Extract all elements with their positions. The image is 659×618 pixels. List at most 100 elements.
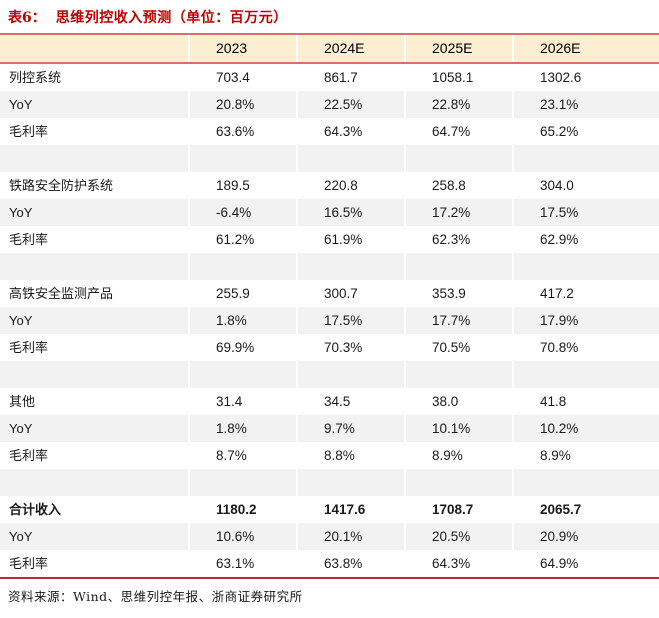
row-value: 34.5 xyxy=(296,388,404,415)
row-value: 1.8% xyxy=(188,307,296,334)
table-row: YoY 1.8% 9.7% 10.1% 10.2% xyxy=(0,415,659,442)
row-value xyxy=(512,361,659,388)
row-value xyxy=(188,145,296,172)
header-year-2024e: 2024E xyxy=(296,35,404,62)
row-value: 61.2% xyxy=(188,226,296,253)
row-label xyxy=(0,253,188,280)
table-row: 毛利率 61.2% 61.9% 62.3% 62.9% xyxy=(0,226,659,253)
row-value: 1302.6 xyxy=(512,64,659,91)
spacer-row xyxy=(0,145,659,172)
row-value: 1058.1 xyxy=(404,64,512,91)
row-value: 417.2 xyxy=(512,280,659,307)
row-value xyxy=(512,469,659,496)
row-value xyxy=(404,145,512,172)
spacer-row xyxy=(0,361,659,388)
row-value: 62.9% xyxy=(512,226,659,253)
row-value: 64.3% xyxy=(296,118,404,145)
row-value xyxy=(296,361,404,388)
row-value: 61.9% xyxy=(296,226,404,253)
row-label: YoY xyxy=(9,529,33,544)
row-label: 毛利率 xyxy=(9,556,49,571)
row-label: 毛利率 xyxy=(9,124,49,139)
row-value xyxy=(404,253,512,280)
row-value: 41.8 xyxy=(512,388,659,415)
row-value: 17.7% xyxy=(404,307,512,334)
row-value: 258.8 xyxy=(404,172,512,199)
row-value xyxy=(296,469,404,496)
row-value: 20.8% xyxy=(188,91,296,118)
row-value: 20.5% xyxy=(404,523,512,550)
table-header-row: 2023 2024E 2025E 2026E xyxy=(0,33,659,64)
row-label: 列控系统 xyxy=(9,70,62,85)
row-value: 69.9% xyxy=(188,334,296,361)
row-label xyxy=(0,145,188,172)
row-value xyxy=(296,145,404,172)
row-value xyxy=(188,253,296,280)
row-label: YoY xyxy=(9,313,33,328)
row-value: 8.9% xyxy=(512,442,659,469)
row-value: -6.4% xyxy=(188,199,296,226)
row-label: YoY xyxy=(9,97,33,112)
spacer-row xyxy=(0,253,659,280)
row-value: 255.9 xyxy=(188,280,296,307)
row-label: 合计收入 xyxy=(9,502,62,517)
row-value: 70.3% xyxy=(296,334,404,361)
table-row: 毛利率 63.1% 63.8% 64.3% 64.9% xyxy=(0,550,659,577)
row-value: 23.1% xyxy=(512,91,659,118)
row-value: 10.6% xyxy=(188,523,296,550)
row-value: 20.1% xyxy=(296,523,404,550)
table-row: 合计收入 1180.2 1417.6 1708.7 2065.7 xyxy=(0,496,659,523)
row-label: 铁路安全防护系统 xyxy=(9,178,114,193)
table-title: 表6： 思维列控收入预测（单位：百万元） xyxy=(0,0,659,33)
revenue-forecast-table: 2023 2024E 2025E 2026E 列控系统 703.4 861.7 1058.1… xyxy=(0,33,659,579)
row-value: 38.0 xyxy=(404,388,512,415)
table-row: 毛利率 8.7% 8.8% 8.9% 8.9% xyxy=(0,442,659,469)
header-year-2026e: 2026E xyxy=(512,35,659,62)
table-bottom-border xyxy=(0,577,659,579)
table-row: 其他 31.4 34.5 38.0 41.8 xyxy=(0,388,659,415)
table-row: YoY 10.6% 20.1% 20.5% 20.9% xyxy=(0,523,659,550)
table-number-label: 表6： xyxy=(8,10,46,26)
row-value: 10.1% xyxy=(404,415,512,442)
row-value: 1180.2 xyxy=(188,496,296,523)
spacer-row xyxy=(0,469,659,496)
row-value: 1708.7 xyxy=(404,496,512,523)
row-value: 8.9% xyxy=(404,442,512,469)
row-value xyxy=(512,145,659,172)
row-label: 高铁安全监测产品 xyxy=(9,286,114,301)
row-value: 64.7% xyxy=(404,118,512,145)
row-value xyxy=(404,361,512,388)
row-value: 189.5 xyxy=(188,172,296,199)
header-year-2023: 2023 xyxy=(188,35,296,62)
row-value xyxy=(404,469,512,496)
row-label: YoY xyxy=(9,421,33,436)
row-value: 70.5% xyxy=(404,334,512,361)
row-value: 22.8% xyxy=(404,91,512,118)
table-row: 毛利率 69.9% 70.3% 70.5% 70.8% xyxy=(0,334,659,361)
row-value: 2065.7 xyxy=(512,496,659,523)
forecast-table-card: 表6： 思维列控收入预测（单位：百万元） 2023 2024E 2025E 2026E … xyxy=(0,0,659,604)
row-value xyxy=(512,253,659,280)
row-value: 70.8% xyxy=(512,334,659,361)
table-row: 铁路安全防护系统 189.5 220.8 258.8 304.0 xyxy=(0,172,659,199)
row-value: 22.5% xyxy=(296,91,404,118)
row-value: 300.7 xyxy=(296,280,404,307)
row-value: 353.9 xyxy=(404,280,512,307)
table-row: YoY 20.8% 22.5% 22.8% 23.1% xyxy=(0,91,659,118)
row-label xyxy=(0,361,188,388)
table-body: 列控系统 703.4 861.7 1058.1 1302.6 YoY 20.8% 22.5% 2… xyxy=(0,64,659,577)
row-value: 62.3% xyxy=(404,226,512,253)
row-value: 861.7 xyxy=(296,64,404,91)
row-label: 其他 xyxy=(9,394,36,409)
row-value xyxy=(188,469,296,496)
row-value: 64.3% xyxy=(404,550,512,577)
row-value: 65.2% xyxy=(512,118,659,145)
header-year-2025e: 2025E xyxy=(404,35,512,62)
source-note: 资料来源：Wind、思维列控年报、浙商证券研究所 xyxy=(8,589,303,604)
row-label xyxy=(0,469,188,496)
row-value: 9.7% xyxy=(296,415,404,442)
row-value: 63.8% xyxy=(296,550,404,577)
row-label: 毛利率 xyxy=(9,448,49,463)
row-value: 63.6% xyxy=(188,118,296,145)
row-label: YoY xyxy=(9,205,33,220)
